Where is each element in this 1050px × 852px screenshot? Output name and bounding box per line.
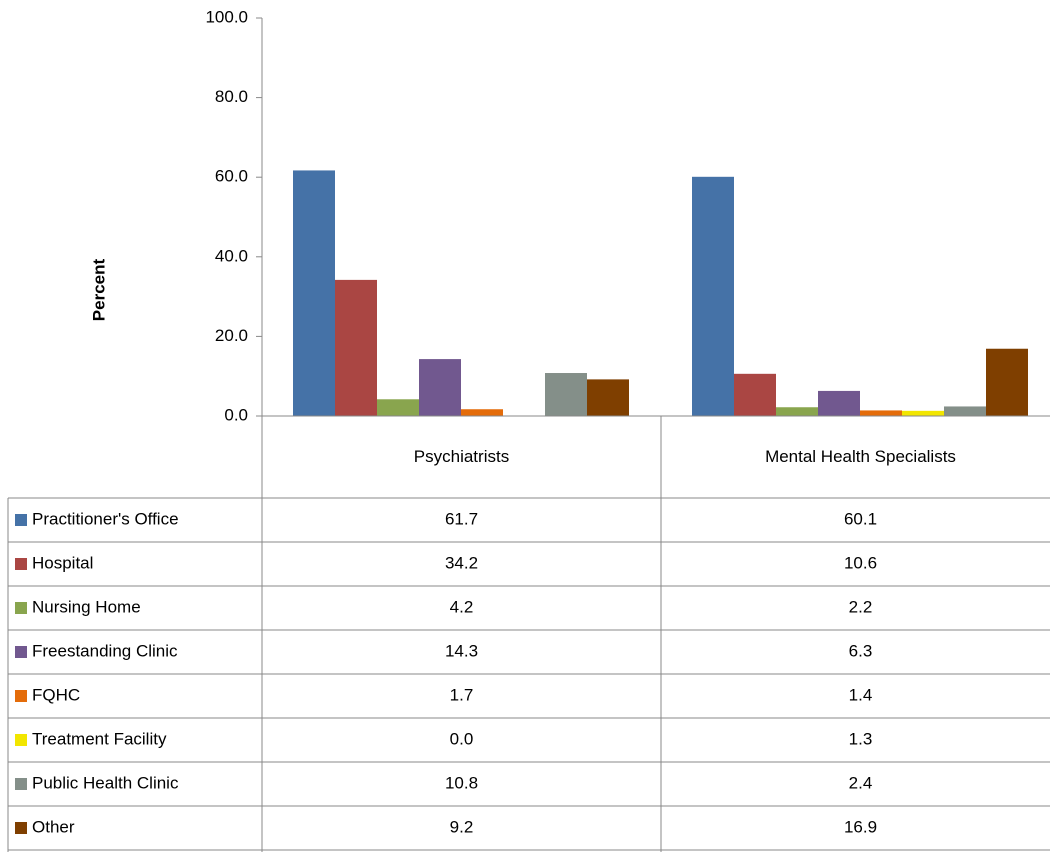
y-tick-label: 80.0 [215, 87, 248, 106]
legend-label: Treatment Facility [32, 729, 167, 748]
bar [860, 410, 902, 416]
bar [902, 410, 944, 416]
y-tick-label: 0.0 [224, 405, 248, 424]
bar [944, 406, 986, 416]
table-value: 2.2 [849, 597, 873, 616]
bar [293, 170, 335, 416]
table-value: 34.2 [445, 553, 478, 572]
bar [461, 409, 503, 416]
table-value: 1.3 [849, 729, 873, 748]
x-tick-label: Psychiatrists [413, 447, 510, 467]
bar [545, 373, 587, 416]
legend-key [15, 558, 27, 570]
legend-label: Practitioner's Office [32, 509, 179, 528]
legend-key [15, 514, 27, 526]
legend-key [15, 778, 27, 790]
y-tick-label: 100.0 [205, 7, 248, 26]
bar [692, 176, 734, 416]
bar [419, 359, 461, 416]
legend-label: Nursing Home [32, 597, 141, 616]
bar [776, 407, 818, 416]
table-value: 9.2 [450, 817, 474, 836]
legend-key [15, 646, 27, 658]
bar [335, 279, 377, 416]
legend-label: Hospital [32, 553, 93, 572]
x-tick-label: Mental Health Specialists [765, 447, 956, 467]
legend-key [15, 822, 27, 834]
legend-key [15, 690, 27, 702]
legend-label: FQHC [32, 685, 80, 704]
y-tick-label: 60.0 [215, 167, 248, 186]
table-value: 14.3 [445, 641, 478, 660]
table-value: 1.4 [849, 685, 873, 704]
table-value: 1.7 [450, 685, 474, 704]
bar [587, 379, 629, 416]
bar [734, 373, 776, 416]
table-value: 10.6 [844, 553, 877, 572]
table-value: 10.8 [445, 773, 478, 792]
legend-key [15, 734, 27, 746]
bar [986, 348, 1028, 416]
table-value: 0.0 [450, 729, 474, 748]
legend-label: Freestanding Clinic [32, 641, 178, 660]
y-tick-label: 40.0 [215, 246, 248, 265]
y-axis-title: Percent [89, 258, 108, 321]
category-cell: Mental Health Specialists [765, 447, 956, 467]
table-value: 4.2 [450, 597, 474, 616]
category-cell: Psychiatrists [413, 447, 510, 467]
table-value: 2.4 [849, 773, 873, 792]
legend-label: Public Health Clinic [32, 773, 179, 792]
legend-label: Other [32, 817, 75, 836]
table-value: 16.9 [844, 817, 877, 836]
bar [818, 390, 860, 416]
y-tick-label: 20.0 [215, 326, 248, 345]
bar [377, 399, 419, 416]
table-value: 6.3 [849, 641, 873, 660]
legend-key [15, 602, 27, 614]
table-value: 60.1 [844, 509, 877, 528]
table-value: 61.7 [445, 509, 478, 528]
